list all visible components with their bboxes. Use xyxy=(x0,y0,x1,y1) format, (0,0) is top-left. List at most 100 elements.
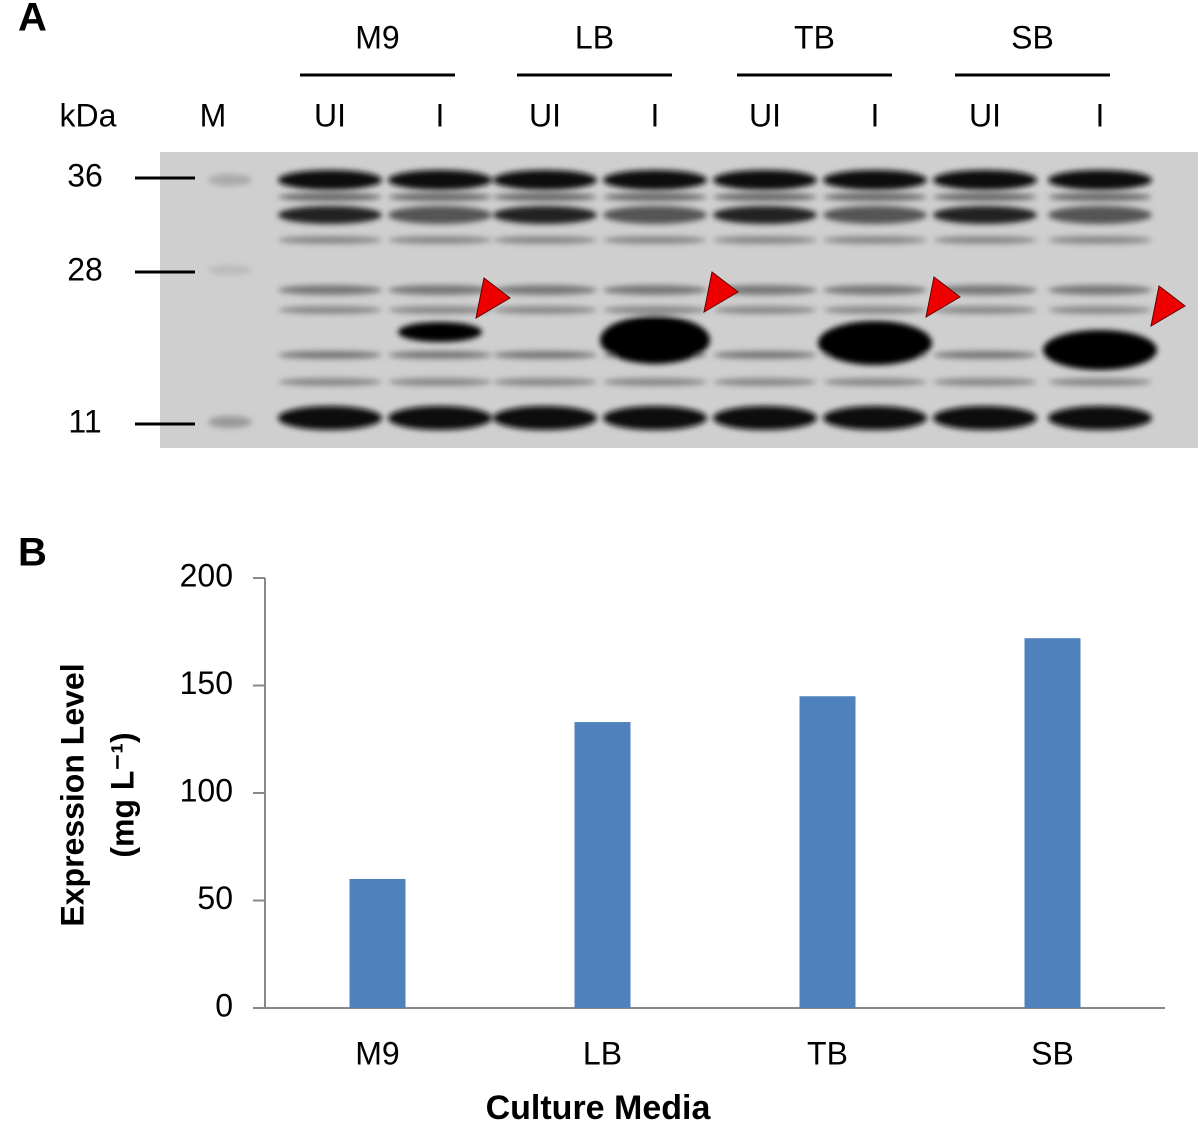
arrowhead xyxy=(703,271,739,313)
group-label: M9 xyxy=(355,19,399,55)
band xyxy=(1048,193,1152,201)
band xyxy=(1048,285,1152,295)
band xyxy=(388,170,492,190)
bar xyxy=(1024,638,1081,1008)
band xyxy=(388,378,492,386)
band xyxy=(823,285,927,295)
y-axis-title: (mg L⁻¹) xyxy=(104,732,140,857)
band xyxy=(713,285,817,295)
band xyxy=(933,406,1037,430)
band xyxy=(823,378,927,386)
group-label: TB xyxy=(794,19,835,55)
target-band xyxy=(1043,330,1157,370)
y-tick-label: 100 xyxy=(180,772,233,808)
band xyxy=(823,206,927,224)
band xyxy=(603,170,707,190)
x-tick-label: LB xyxy=(583,1035,622,1071)
lane-label: I xyxy=(436,97,445,133)
band xyxy=(493,193,597,201)
lane-label: I xyxy=(871,97,880,133)
band xyxy=(493,306,597,314)
band xyxy=(933,236,1037,244)
band xyxy=(823,170,927,190)
band xyxy=(603,378,707,386)
band xyxy=(713,378,817,386)
band xyxy=(713,306,817,314)
band xyxy=(493,170,597,190)
marker-band xyxy=(208,416,252,428)
gel-bands xyxy=(208,170,1157,430)
band xyxy=(713,170,817,190)
band xyxy=(933,306,1037,314)
band xyxy=(388,285,492,295)
band xyxy=(603,236,707,244)
band xyxy=(278,378,382,386)
band xyxy=(493,236,597,244)
group-label: SB xyxy=(1011,19,1054,55)
target-band xyxy=(818,321,932,365)
group-label: LB xyxy=(575,19,614,55)
x-tick-label: TB xyxy=(807,1035,848,1071)
band xyxy=(1048,206,1152,224)
band xyxy=(1048,170,1152,190)
band xyxy=(278,193,382,201)
gel xyxy=(160,152,1198,448)
band xyxy=(603,406,707,430)
band xyxy=(493,378,597,386)
lane-label: I xyxy=(651,97,660,133)
lane-label: I xyxy=(1096,97,1105,133)
band xyxy=(278,306,382,314)
band xyxy=(933,378,1037,386)
target-band xyxy=(398,322,482,342)
band xyxy=(388,206,492,224)
band xyxy=(713,193,817,201)
bar xyxy=(349,879,406,1008)
bar xyxy=(799,696,856,1008)
band xyxy=(493,206,597,224)
band xyxy=(713,206,817,224)
band xyxy=(388,236,492,244)
band xyxy=(933,351,1037,359)
unit-label: kDa xyxy=(60,97,117,133)
x-axis-title: Culture Media xyxy=(486,1089,712,1127)
band xyxy=(603,285,707,295)
band xyxy=(1048,306,1152,314)
band xyxy=(933,193,1037,201)
band xyxy=(1048,378,1152,386)
band xyxy=(713,406,817,430)
marker-label: 28 xyxy=(67,251,103,287)
band xyxy=(603,193,707,201)
band xyxy=(278,285,382,295)
band xyxy=(278,170,382,190)
lane-label: UI xyxy=(314,97,346,133)
panel-label: B xyxy=(18,531,47,575)
band xyxy=(1048,406,1152,430)
band xyxy=(278,406,382,430)
marker-lane-label: M xyxy=(200,97,227,133)
arrowhead xyxy=(1150,285,1186,327)
band xyxy=(933,170,1037,190)
band xyxy=(823,236,927,244)
y-tick-label: 200 xyxy=(180,557,233,593)
band xyxy=(388,306,492,314)
lane-label: UI xyxy=(749,97,781,133)
band xyxy=(278,206,382,224)
band xyxy=(933,285,1037,295)
band xyxy=(823,193,927,201)
target-band xyxy=(600,316,710,364)
y-tick-label: 0 xyxy=(215,987,233,1023)
marker-label: 11 xyxy=(68,403,101,439)
marker-band xyxy=(208,265,252,275)
band xyxy=(1048,236,1152,244)
arrowhead xyxy=(475,277,511,319)
band xyxy=(713,351,817,359)
lane-label: UI xyxy=(529,97,561,133)
lane-label: UI xyxy=(969,97,1001,133)
band xyxy=(493,351,597,359)
band xyxy=(493,406,597,430)
band xyxy=(388,193,492,201)
y-tick-label: 150 xyxy=(180,665,233,701)
marker-band xyxy=(208,174,252,186)
band xyxy=(603,306,707,314)
